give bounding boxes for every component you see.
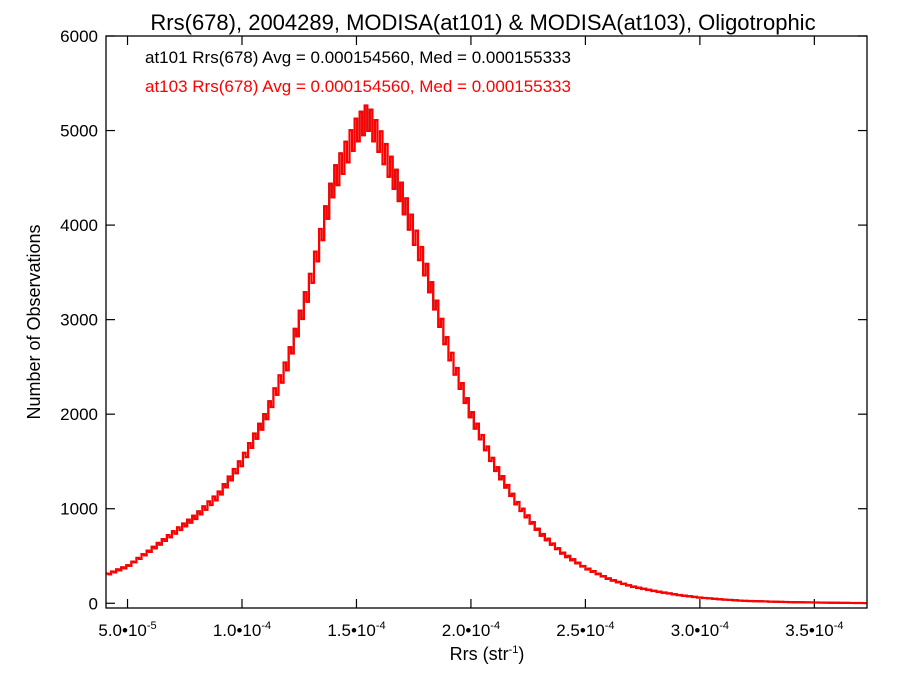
x-tick-label: 1.5•10-4 <box>327 620 385 640</box>
series-at101-line <box>106 104 867 605</box>
legend-entry-at103: at103 Rrs(678) Avg = 0.000154560, Med = … <box>145 77 571 96</box>
y-tick-label: 3000 <box>60 311 98 330</box>
x-tick-label: 1.0•10-4 <box>213 620 271 640</box>
plot-frame <box>105 35 868 609</box>
legend-entry-at101: at101 Rrs(678) Avg = 0.000154560, Med = … <box>145 48 571 67</box>
histogram-series <box>106 104 867 605</box>
chart-title: Rrs(678), 2004289, MODISA(at101) & MODIS… <box>150 10 815 35</box>
y-tick-label: 4000 <box>60 216 98 235</box>
y-tick-label: 1000 <box>60 500 98 519</box>
x-axis-label: Rrs (str-1) <box>450 644 525 664</box>
y-axis-label: Number of Observations <box>24 224 44 419</box>
x-tick-label: 2.5•10-4 <box>556 620 614 640</box>
x-tick-label: 2.0•10-4 <box>442 620 500 640</box>
y-tick-label: 0 <box>89 594 98 613</box>
x-tick-label: 3.0•10-4 <box>671 620 729 640</box>
x-tick-label: 3.5•10-4 <box>785 620 843 640</box>
series-at103-line <box>106 104 867 605</box>
x-tick-label: 5.0•10-5 <box>98 620 156 640</box>
y-tick-label: 2000 <box>60 405 98 424</box>
y-tick-label: 6000 <box>60 27 98 46</box>
y-tick-label: 5000 <box>60 122 98 141</box>
legend: at101 Rrs(678) Avg = 0.000154560, Med = … <box>145 48 571 96</box>
axis-ticks: 5.0•10-5 1.0•10-4 1.5•10-4 2.0•10-4 2.5•10-4… <box>60 27 867 640</box>
